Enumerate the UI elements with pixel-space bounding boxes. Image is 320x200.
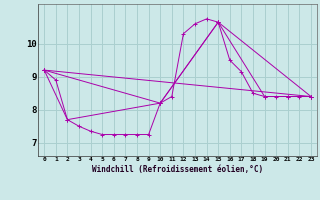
X-axis label: Windchill (Refroidissement éolien,°C): Windchill (Refroidissement éolien,°C) — [92, 165, 263, 174]
